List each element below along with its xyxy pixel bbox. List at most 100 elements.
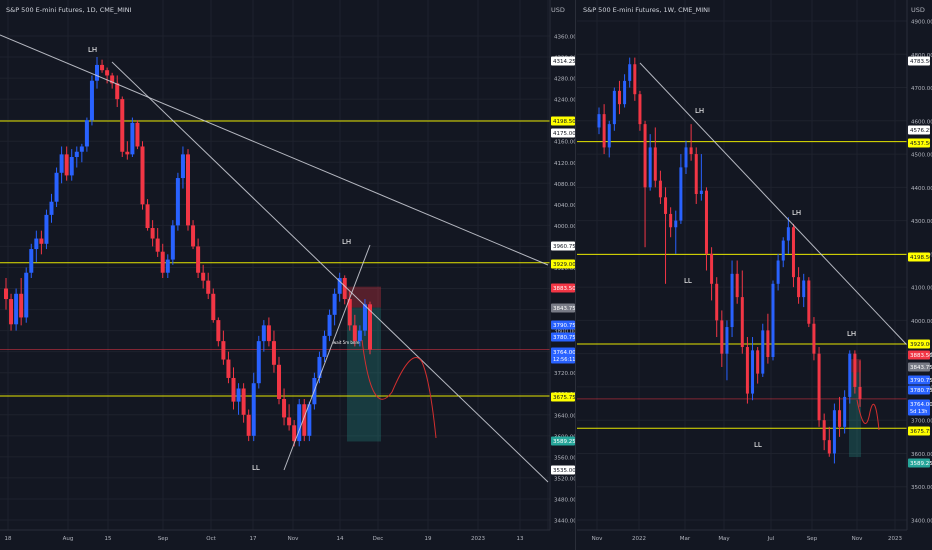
price-tick-label: 4120.00 (554, 161, 575, 167)
candle-body (817, 353, 821, 421)
weekly-chart-pane[interactable]: LH LH LH LL LL 4900.00 4800.00 4700.00 4600.00 45… (577, 0, 932, 550)
candle (827, 426, 831, 457)
price-badge: 3535.00 (551, 465, 575, 475)
price-tick-label: 4500.00 (911, 153, 932, 159)
price-badge-text: 3780.75 (553, 335, 575, 341)
candle (84, 117, 89, 152)
candle-body (638, 94, 642, 125)
candle (812, 317, 816, 361)
price-badge-text: 3960.75 (553, 244, 575, 250)
candle (332, 288, 337, 326)
candle (735, 260, 739, 304)
price-tick-label: 3500.00 (911, 485, 932, 491)
candle-body (34, 238, 39, 250)
candle (807, 277, 811, 328)
price-tick-label: 3700.00 (911, 419, 932, 425)
candle-body (822, 420, 826, 441)
annotation-label: LH (792, 209, 801, 217)
candle-body (186, 154, 190, 226)
candle (797, 267, 801, 304)
price-badge: 3589.25 (551, 436, 575, 446)
candle-body (297, 404, 302, 442)
price-badge-text: 3929.00 (910, 342, 932, 348)
candle (342, 275, 347, 305)
daily-chart-title: S&P 500 E-mini Futures, 1D, CME_MINI (6, 6, 132, 14)
candle-body (221, 341, 226, 360)
time-tick-label: 2023 (888, 536, 902, 542)
price-badge: 3929.00 (908, 339, 932, 349)
price-tick-label: 4000.00 (911, 319, 932, 325)
candle (776, 253, 780, 291)
candle (9, 293, 14, 331)
candle-body (9, 299, 14, 325)
annotation-label: LH (847, 330, 856, 338)
price-badge: 4175.00 (551, 128, 575, 138)
price-badge-bg (551, 128, 575, 138)
price-badge-bg (908, 426, 930, 436)
candle (761, 323, 765, 377)
candle (858, 360, 862, 407)
candle-body (679, 167, 683, 221)
price-tick-label: 4300.00 (911, 219, 932, 225)
price-badge-bg (908, 350, 930, 360)
price-badge-bg (908, 362, 930, 372)
price-badge-bg (551, 347, 575, 364)
candle (115, 75, 120, 108)
candle (211, 288, 216, 323)
price-tick-label: 4100.00 (911, 286, 932, 292)
candle (720, 310, 724, 367)
candle-body (802, 280, 806, 298)
candle-body (246, 414, 251, 436)
candle-body (368, 304, 372, 350)
candle-body (740, 297, 744, 348)
price-badge-text: 3790.75 (553, 323, 575, 329)
time-tick-label: 15 (105, 536, 112, 542)
price-tick-label: 4000.00 (554, 224, 575, 230)
weekly-chart-canvas[interactable]: LH LH LH LL LL 4900.00 4800.00 4700.00 4600.00 45… (577, 0, 932, 550)
candle-body (776, 260, 780, 284)
time-tick-label: May (718, 536, 730, 542)
candle-body (261, 325, 266, 342)
candle (638, 90, 642, 131)
candle-body (751, 350, 755, 394)
candle (130, 117, 135, 157)
candle (19, 278, 24, 326)
candle (664, 187, 668, 284)
price-badge: 3929.00 (551, 259, 575, 269)
candle-body (54, 172, 59, 202)
candle-body (658, 180, 662, 198)
price-badge-bg (908, 399, 930, 416)
price-badge-text: 3883.50 (910, 353, 932, 359)
price-badge: 4198.50 (908, 252, 932, 262)
candle (236, 383, 241, 415)
candle (135, 120, 140, 150)
candle-body (49, 201, 54, 215)
candle-body (241, 388, 246, 415)
candle-body (211, 293, 216, 321)
candle-body (39, 238, 44, 244)
candle-body (130, 122, 135, 155)
candle-body (786, 227, 790, 241)
candle (674, 210, 678, 254)
candle (357, 325, 362, 347)
candle-body (14, 293, 19, 325)
candle-body (643, 124, 647, 188)
price-tick-label: 4080.00 (554, 182, 575, 188)
candle-body (79, 146, 84, 152)
candle (34, 230, 39, 263)
trendline (283, 244, 371, 471)
candle-body (165, 259, 170, 273)
price-tick-label: 4160.00 (554, 140, 575, 146)
candle (694, 147, 698, 204)
candle-body (771, 283, 775, 357)
candle (241, 383, 246, 423)
candle (337, 272, 342, 302)
price-tick-label: 3560.00 (554, 455, 575, 461)
price-tick-label: 3520.00 (554, 476, 575, 482)
candle-body (694, 154, 698, 194)
candle-body (150, 228, 155, 239)
grid (0, 0, 550, 530)
